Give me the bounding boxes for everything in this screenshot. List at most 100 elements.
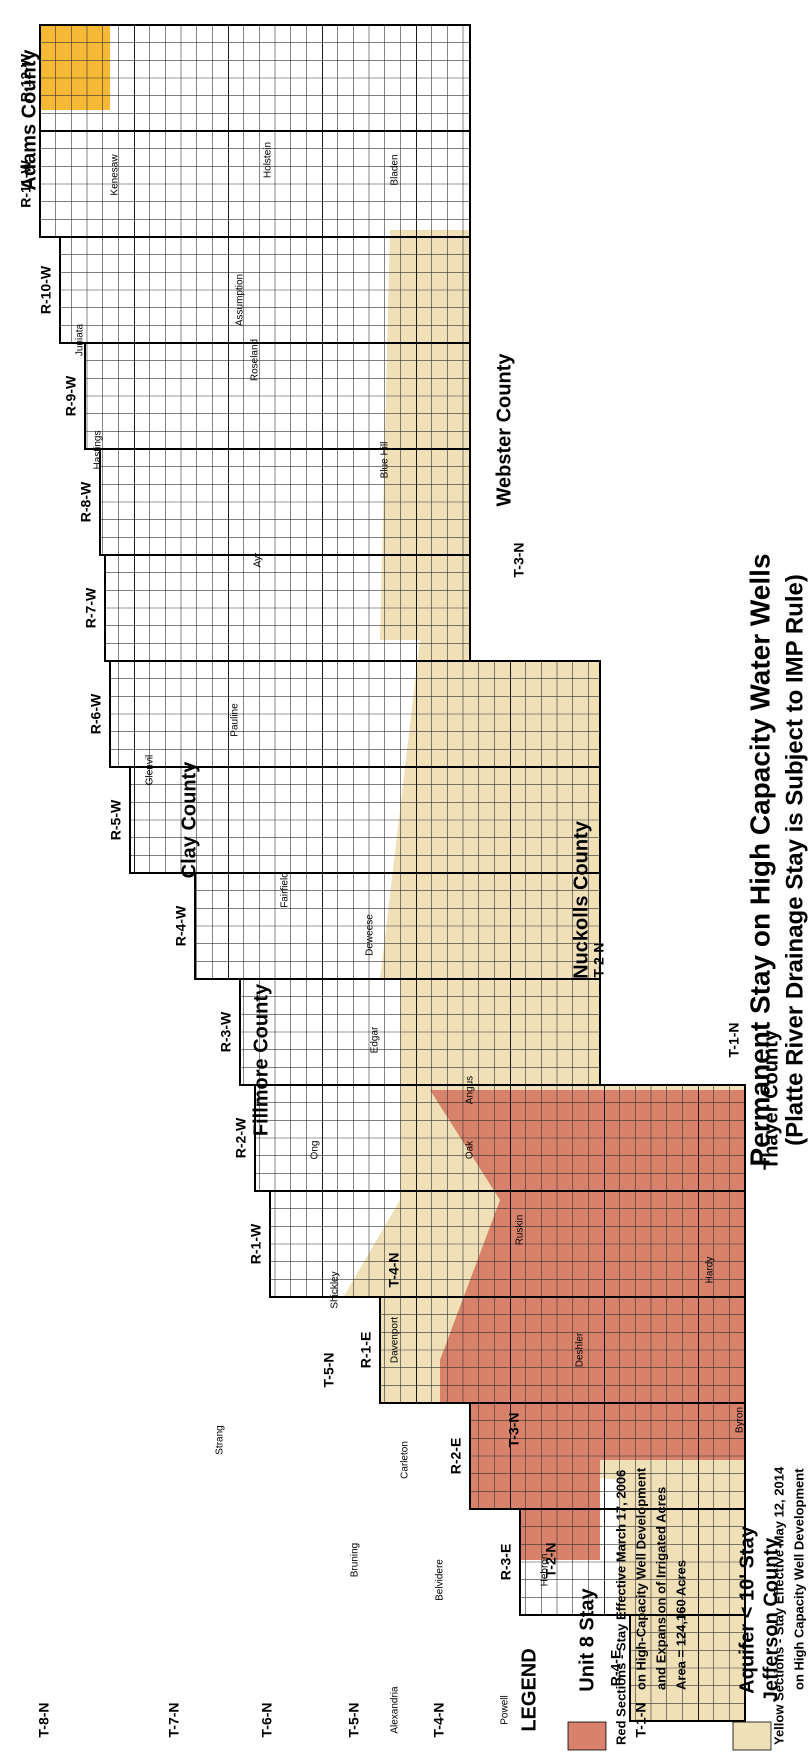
town-label: Edgar bbox=[370, 1026, 381, 1053]
range-label: R-3-E bbox=[498, 1544, 514, 1581]
town-label: Assumption bbox=[235, 274, 246, 326]
legend-swatch-yellow bbox=[732, 1721, 772, 1751]
sections bbox=[630, 1615, 745, 1721]
town-label: Kenesaw bbox=[110, 154, 121, 196]
sections bbox=[255, 1085, 745, 1191]
sections bbox=[85, 343, 470, 449]
county-label: Thayer County bbox=[760, 1029, 782, 1170]
sections bbox=[130, 767, 600, 873]
town-label: Strang bbox=[215, 1425, 226, 1454]
title: Permanent Stay on High Capacity Water We… bbox=[744, 553, 775, 1166]
town-label: Roseland bbox=[250, 339, 261, 381]
town-label: Ong bbox=[310, 1141, 321, 1160]
sections bbox=[100, 449, 470, 555]
sections bbox=[470, 1403, 745, 1509]
town-label: Glenvil bbox=[145, 755, 156, 786]
sections bbox=[110, 661, 600, 767]
township-label: T-8-N bbox=[36, 1703, 52, 1738]
range-label: R-4-W bbox=[173, 905, 189, 946]
range-label: R-10-W bbox=[38, 265, 54, 314]
town-label: Alexandria bbox=[390, 1686, 401, 1734]
range-label: R-5-W bbox=[108, 799, 124, 840]
town-label: Hebron bbox=[540, 1554, 551, 1587]
range-label: R-12-W bbox=[18, 53, 34, 102]
county-label: Clay County bbox=[178, 761, 200, 879]
town-label: Pauline bbox=[230, 703, 241, 737]
legend bbox=[567, 1721, 772, 1751]
county-label: Adams County bbox=[18, 49, 40, 191]
town-label: Powell bbox=[500, 1695, 511, 1724]
town-label: Bruning bbox=[350, 1543, 361, 1577]
town-label: Davenport bbox=[390, 1317, 401, 1363]
town-label: Hardy bbox=[705, 1257, 716, 1284]
town-label: Juniata bbox=[75, 323, 86, 356]
sections bbox=[60, 237, 470, 343]
sections bbox=[240, 979, 600, 1085]
range-label: R-4-E bbox=[608, 1650, 624, 1687]
township-label: T-3-N bbox=[506, 1413, 522, 1448]
sections bbox=[520, 1509, 745, 1615]
legend-heading: LEGEND bbox=[518, 1648, 540, 1731]
town-label: Bladen bbox=[390, 154, 401, 185]
township-label: T-5-N bbox=[321, 1353, 337, 1388]
town-label: Carleton bbox=[400, 1441, 411, 1479]
labels: R-12-W R-11-W R-10-W R-9-W R-8-W R-7-W R-6-W R-… bbox=[18, 49, 809, 1745]
legend-swatch-red bbox=[567, 1721, 607, 1751]
town-label: Holstein bbox=[263, 142, 274, 178]
town-label: Byron bbox=[735, 1407, 746, 1433]
range-label: R-11-W bbox=[18, 159, 34, 207]
town-label: Deweese bbox=[365, 914, 376, 956]
township-label: T-1-N bbox=[726, 1023, 742, 1058]
town-label: Blue Hill bbox=[380, 442, 391, 479]
range-label: R-1-W bbox=[248, 1223, 264, 1264]
legend-title: Unit 8 Stay bbox=[576, 1587, 598, 1691]
township-label: T-5-N bbox=[346, 1703, 362, 1738]
township-label: T-6-N bbox=[259, 1703, 275, 1738]
township-label: T-1-N bbox=[633, 1703, 649, 1738]
county-label: Jefferson County bbox=[760, 1537, 782, 1702]
range-label: R-3-W bbox=[218, 1011, 234, 1052]
township-label: T-4-N bbox=[386, 1253, 402, 1288]
sections bbox=[40, 25, 470, 131]
sections bbox=[195, 873, 600, 979]
township-label: T-2-N bbox=[543, 1543, 559, 1578]
range-label: R-2-E bbox=[448, 1438, 464, 1475]
township-label: T-7-N bbox=[166, 1703, 182, 1738]
legend-line: Red Sections - Stay Effective March 17, … bbox=[613, 1470, 628, 1745]
subtitle: (Platte River Drainage Stay is Subject t… bbox=[781, 574, 808, 1146]
town-label: Hastings bbox=[93, 431, 104, 470]
range-label: R-2-W bbox=[233, 1117, 249, 1158]
town-label: Oak bbox=[465, 1140, 476, 1159]
county-label: Nuckolls County bbox=[570, 820, 592, 979]
county-label: Webster County bbox=[493, 353, 515, 507]
sections bbox=[270, 1191, 745, 1297]
legend-line: Yellow Sections - Stay Effective May 12,… bbox=[771, 1466, 786, 1745]
town-label: Deshler bbox=[575, 1332, 586, 1367]
town-label: Shickley bbox=[330, 1271, 341, 1308]
town-label: Fairfield bbox=[280, 872, 291, 908]
range-outlines bbox=[39, 24, 746, 1722]
county-label: Fillmore County bbox=[250, 983, 272, 1136]
sections bbox=[380, 1297, 745, 1403]
range-label: R-6-W bbox=[88, 693, 104, 734]
legend-line: Area = 124,160 Acres bbox=[673, 1560, 688, 1690]
range-label: R-8-W bbox=[78, 481, 94, 522]
legend-line: and Expansion of Irrigated Acres bbox=[653, 1487, 668, 1690]
range-label: R-7-W bbox=[83, 587, 99, 628]
range-label: R-1-E bbox=[358, 1332, 374, 1369]
township-label: T-3-N bbox=[511, 543, 527, 578]
sections bbox=[40, 131, 470, 237]
township-label: T-4-N bbox=[431, 1703, 447, 1738]
section-grid bbox=[40, 25, 745, 1721]
township-label: T-2-N bbox=[591, 943, 607, 978]
range-label: R-9-W bbox=[63, 375, 79, 416]
legend-line: on High-Capacity Well Development bbox=[633, 1467, 648, 1690]
legend-line: on High Capacity Well Development bbox=[791, 1468, 806, 1690]
town-label: Ayr bbox=[253, 552, 264, 567]
sections bbox=[105, 555, 470, 661]
range-column bbox=[629, 1614, 746, 1722]
town-label: Angus bbox=[465, 1076, 476, 1104]
town-label: Belvidere bbox=[435, 1559, 446, 1601]
